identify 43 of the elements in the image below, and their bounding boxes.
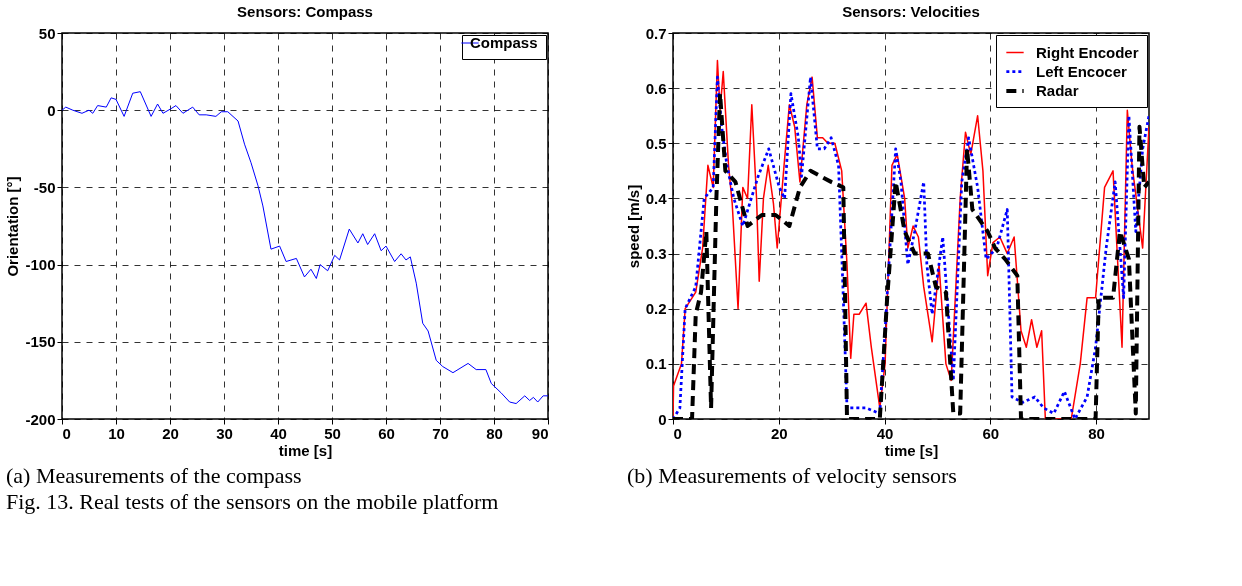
y-tick-label: 0.4: [645, 189, 668, 207]
y-tick-label: 50: [38, 24, 56, 42]
x-tick-label: 0: [673, 424, 682, 442]
x-tick-label: 30: [216, 424, 233, 442]
x-tick-label: 60: [982, 424, 1000, 442]
x-tick-label: 80: [486, 424, 503, 442]
x-tick-label: 20: [770, 424, 788, 442]
y-tick-label: 0.3: [645, 245, 667, 263]
x-tick-label: 50: [324, 424, 341, 442]
legend-label: Radar: [1036, 82, 1079, 99]
x-tick-label: 20: [162, 424, 179, 442]
text: (a) Measurements of the compass: [5, 463, 303, 489]
legend-label: Left Encocer: [1036, 62, 1128, 80]
caption: Fig. 13. Real tests of the sensors on the mobile platform: [5, 489, 500, 515]
x-tick-label: 40: [270, 424, 287, 442]
y-tick-label: 0.7: [645, 24, 667, 42]
x-tick-label: 0: [62, 424, 71, 442]
x-tick-label: 10: [108, 424, 125, 442]
y-tick-label: -100: [25, 256, 56, 274]
text: Compass: [470, 34, 538, 51]
x-tick-label: 60: [378, 424, 395, 442]
x-tick-label: 70: [432, 424, 449, 442]
text: (b) Measurements of velocity sensors: [626, 463, 958, 489]
y-tick-label: -200: [25, 410, 56, 428]
legend-label: Right Encoder: [1036, 43, 1139, 61]
y-tick-label: 0.5: [645, 134, 667, 152]
x-axis-title: time [s]: [278, 441, 333, 459]
y-tick-label: 0.1: [645, 355, 667, 373]
y-tick-label: -150: [25, 333, 56, 351]
x-tick-label: 40: [876, 424, 894, 442]
y-axis-title: speed [m/s]: [624, 184, 642, 269]
chart-title: Sensors: Compass: [237, 3, 373, 20]
x-tick-label: 90: [531, 424, 549, 442]
chart-title: Sensors: Velocities: [842, 3, 980, 20]
y-tick-label: 0.2: [645, 300, 667, 318]
y-axis-title: Orientation [°]: [4, 176, 22, 277]
x-axis-title: time [s]: [884, 441, 939, 459]
y-tick-label: -50: [33, 178, 56, 196]
line-series: [62, 91, 548, 405]
y-tick-label: 0.6: [645, 79, 667, 97]
x-tick-label: 80: [1088, 424, 1105, 442]
y-tick-label: 0: [47, 101, 56, 119]
y-tick-label: 0: [658, 410, 667, 428]
